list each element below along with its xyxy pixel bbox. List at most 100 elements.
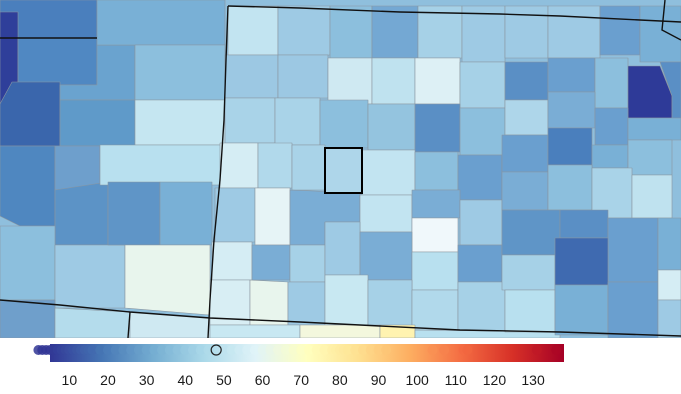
- county[interactable]: [379, 324, 416, 338]
- legend-tick-label: 80: [332, 372, 348, 388]
- county[interactable]: [607, 217, 659, 283]
- legend-dot: [342, 345, 353, 355]
- county[interactable]: [547, 127, 593, 166]
- county[interactable]: [211, 241, 253, 281]
- county[interactable]: [459, 61, 506, 109]
- county[interactable]: [289, 244, 326, 283]
- county[interactable]: [639, 5, 681, 63]
- county[interactable]: [554, 237, 609, 286]
- county[interactable]: [319, 99, 369, 149]
- legend-dot: [296, 345, 307, 355]
- county[interactable]: [457, 244, 503, 283]
- county[interactable]: [371, 57, 416, 105]
- county[interactable]: [411, 251, 459, 291]
- county[interactable]: [0, 299, 56, 338]
- county[interactable]: [214, 187, 256, 243]
- county[interactable]: [411, 217, 459, 253]
- county[interactable]: [411, 289, 459, 331]
- county[interactable]: [501, 134, 549, 173]
- legend-highlighted-dot: [210, 344, 222, 356]
- county[interactable]: [327, 57, 373, 105]
- legend-dot: [311, 345, 322, 355]
- choropleth-map[interactable]: [0, 0, 681, 338]
- county[interactable]: [96, 0, 226, 46]
- county[interactable]: [459, 107, 506, 156]
- county[interactable]: [54, 307, 131, 338]
- county[interactable]: [501, 209, 561, 256]
- county[interactable]: [504, 61, 549, 101]
- county[interactable]: [287, 281, 326, 326]
- county[interactable]: [547, 5, 601, 59]
- county[interactable]: [0, 225, 56, 301]
- county[interactable]: [591, 144, 629, 169]
- legend-dot: [126, 345, 137, 355]
- county[interactable]: [607, 281, 659, 338]
- county[interactable]: [359, 231, 413, 281]
- county[interactable]: [134, 44, 226, 101]
- county[interactable]: [277, 5, 331, 56]
- county[interactable]: [59, 99, 136, 147]
- county[interactable]: [324, 221, 361, 276]
- county[interactable]: [627, 117, 681, 141]
- county[interactable]: [657, 217, 681, 271]
- county[interactable]: [599, 5, 641, 56]
- county[interactable]: [457, 281, 506, 333]
- county[interactable]: [254, 187, 291, 246]
- county[interactable]: [0, 145, 56, 227]
- legend-dot: [157, 345, 168, 355]
- county[interactable]: [414, 103, 461, 153]
- county[interactable]: [224, 97, 276, 144]
- county[interactable]: [134, 99, 226, 146]
- county[interactable]: [627, 139, 673, 176]
- county[interactable]: [54, 145, 101, 191]
- county[interactable]: [107, 181, 161, 246]
- county[interactable]: [631, 174, 673, 219]
- county[interactable]: [559, 209, 609, 239]
- county[interactable]: [227, 5, 279, 56]
- county[interactable]: [547, 91, 596, 129]
- county[interactable]: [124, 244, 211, 316]
- county[interactable]: [257, 142, 293, 189]
- county[interactable]: [359, 194, 413, 233]
- county[interactable]: [547, 164, 593, 211]
- county[interactable]: [324, 274, 369, 326]
- county[interactable]: [657, 299, 681, 338]
- county[interactable]: [54, 181, 109, 246]
- county[interactable]: [367, 279, 413, 329]
- county[interactable]: [414, 57, 461, 105]
- county[interactable]: [501, 171, 549, 211]
- county[interactable]: [54, 244, 126, 309]
- county[interactable]: [459, 199, 503, 246]
- county[interactable]: [411, 189, 461, 219]
- selected-county-outline[interactable]: [324, 147, 363, 194]
- county[interactable]: [329, 5, 373, 59]
- county[interactable]: [224, 54, 279, 99]
- county[interactable]: [274, 97, 321, 146]
- county[interactable]: [414, 151, 459, 191]
- county[interactable]: [159, 181, 213, 246]
- county[interactable]: [367, 103, 416, 151]
- county[interactable]: [249, 279, 289, 326]
- county[interactable]: [291, 144, 326, 191]
- county[interactable]: [361, 149, 416, 196]
- county[interactable]: [504, 289, 556, 333]
- legend-dot: [265, 345, 276, 355]
- county[interactable]: [594, 107, 629, 146]
- county[interactable]: [657, 269, 681, 301]
- county[interactable]: [277, 54, 329, 99]
- county[interactable]: [99, 144, 226, 186]
- county[interactable]: [501, 254, 556, 291]
- county[interactable]: [251, 244, 291, 281]
- county[interactable]: [219, 142, 259, 189]
- county[interactable]: [547, 57, 596, 93]
- county[interactable]: [504, 99, 549, 136]
- county[interactable]: [457, 154, 503, 201]
- county[interactable]: [554, 284, 609, 336]
- legend-tick-label: 130: [521, 372, 545, 388]
- county[interactable]: [371, 5, 419, 59]
- county[interactable]: [209, 324, 301, 338]
- legend-dot: [462, 345, 473, 355]
- county[interactable]: [299, 324, 381, 338]
- county[interactable]: [0, 81, 61, 147]
- county[interactable]: [594, 57, 629, 109]
